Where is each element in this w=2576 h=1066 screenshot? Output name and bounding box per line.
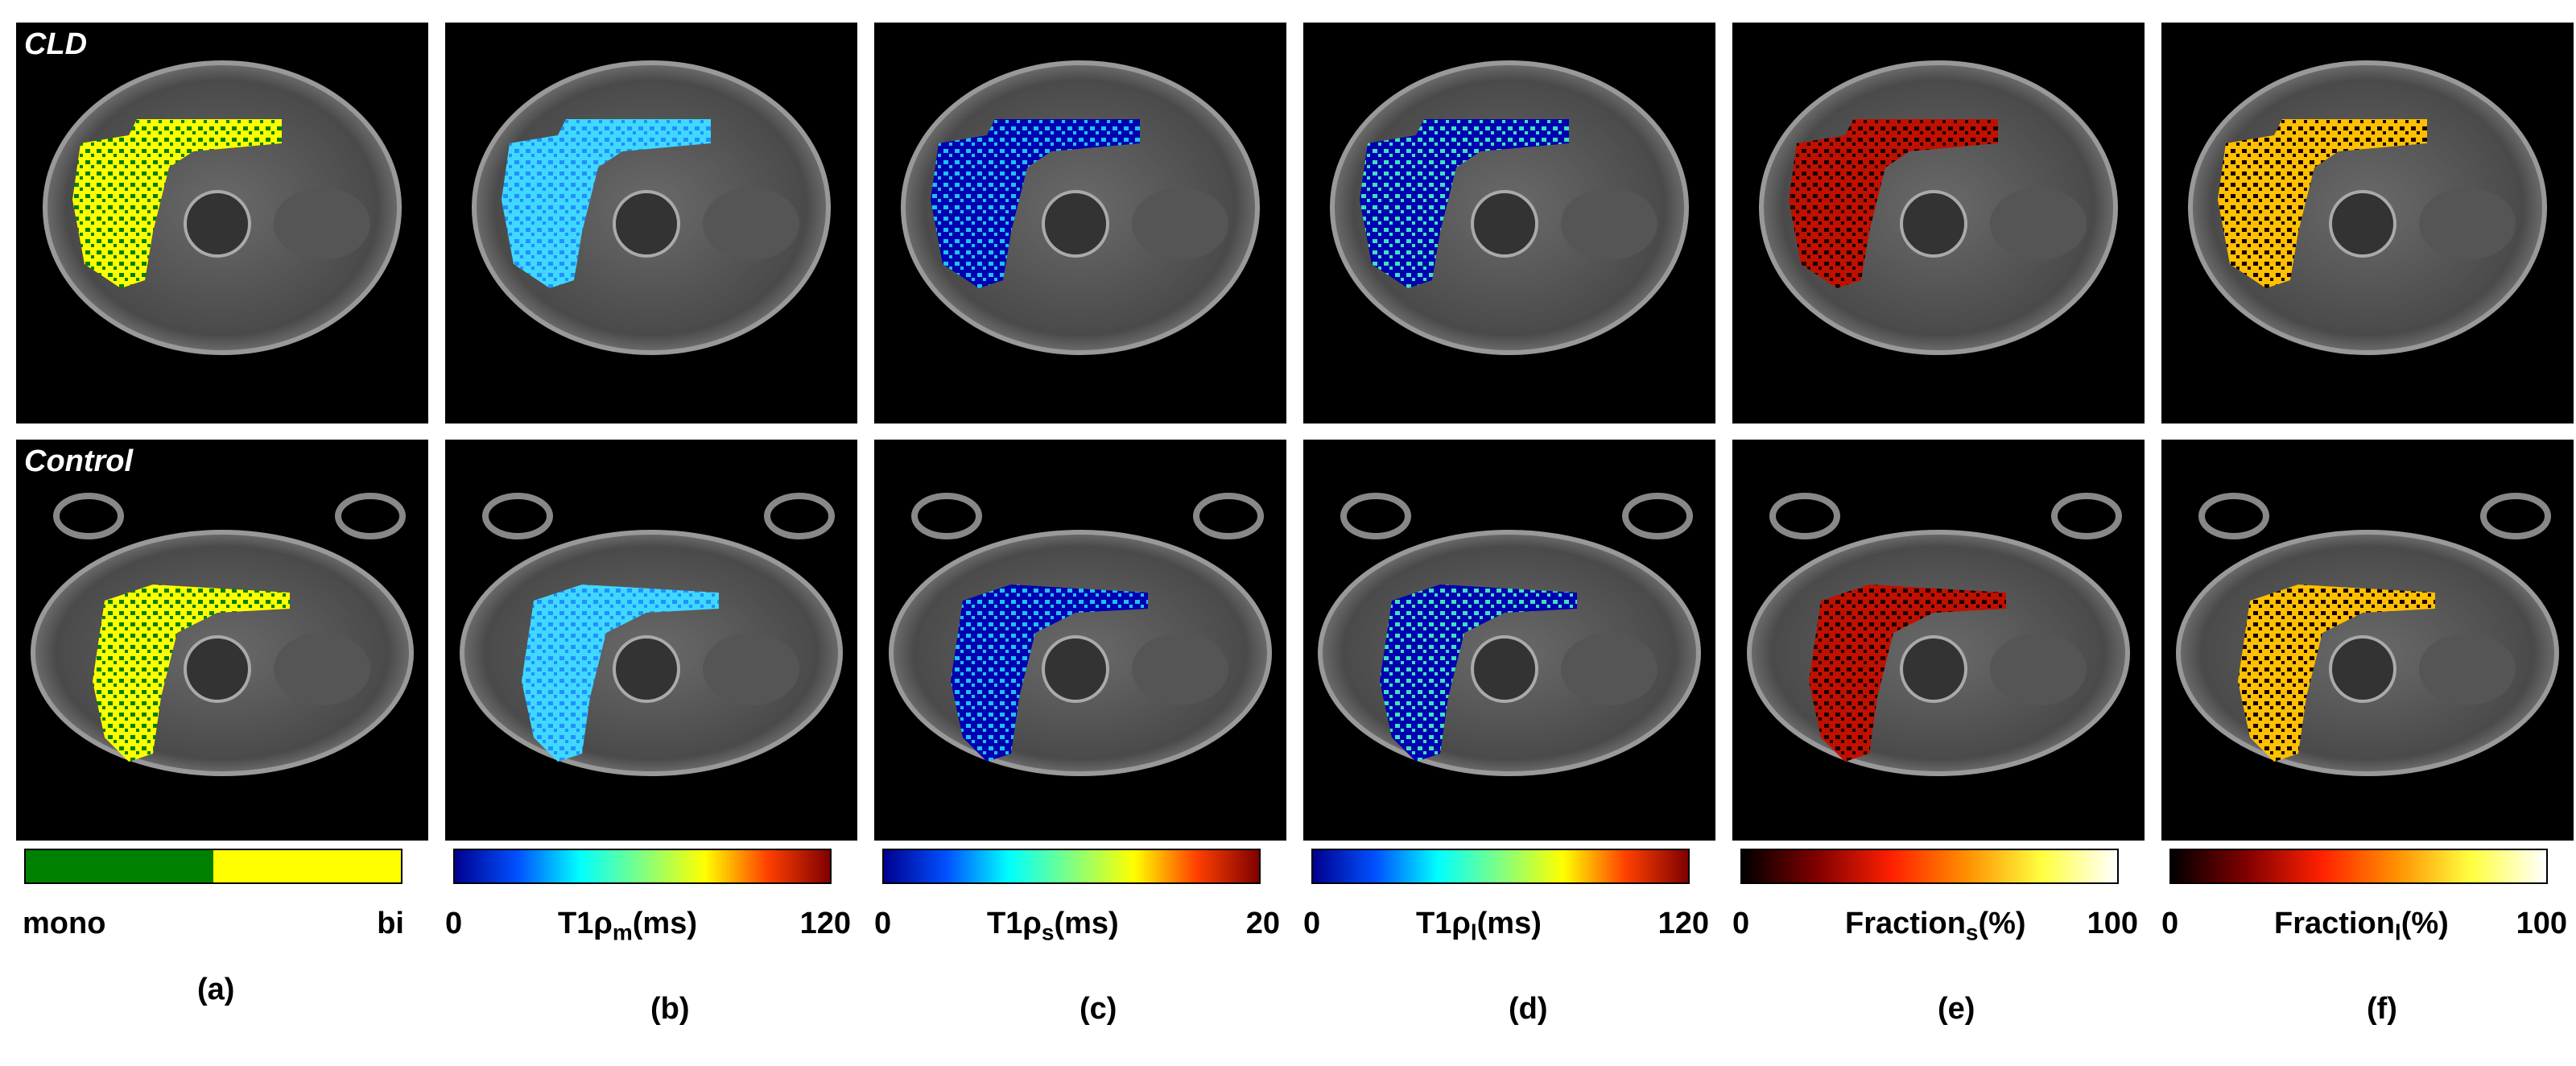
label-subscript: m [612, 919, 633, 945]
label-main: Fraction [2274, 907, 2395, 940]
colorbar-min-label: 0 [1732, 907, 1750, 940]
row-label: CLD [24, 27, 88, 61]
label-subscript: s [1041, 919, 1055, 945]
label-subscript: l [1470, 919, 1477, 945]
colorbar-b [453, 849, 832, 884]
subfigure-caption-f: (f) [2367, 992, 2397, 1026]
label-subscript: s [1965, 919, 1979, 945]
colorbar-axis-label: T1ρl(ms) [1416, 907, 1542, 946]
image-panel-d-control [1303, 440, 1715, 841]
colorbar-min-label: 0 [1303, 907, 1321, 940]
image-panel-b-control [445, 440, 857, 841]
image-panel-d-cld [1303, 23, 1715, 424]
label-unit: (%) [1978, 907, 2026, 940]
colorbar-axis-label: Fractions(%) [1845, 907, 2026, 946]
colorbar-max-label: 100 [2516, 907, 2567, 940]
image-panel-e-cld [1732, 23, 2145, 424]
image-panel-f-cld [2161, 23, 2574, 424]
image-panel-f-control [2161, 440, 2574, 841]
colorbar-max-label: 120 [1657, 907, 1709, 940]
image-panel-e-control [1732, 440, 2145, 841]
colorbar-a [24, 849, 402, 884]
colorbar-axis-label: T1ρm(ms) [558, 907, 697, 946]
colorbar-d [1311, 849, 1690, 884]
colorbar-max-label: bi [377, 907, 404, 940]
label-unit: (ms) [1054, 907, 1119, 940]
label-main: T1ρ [558, 907, 613, 940]
subfigure-caption-a: (a) [197, 973, 235, 1006]
label-unit: (ms) [632, 907, 697, 940]
colorbar-min-label: mono [23, 907, 106, 940]
colorbar-axis-label: T1ρs(ms) [987, 907, 1119, 946]
label-unit: (ms) [1476, 907, 1542, 940]
label-subscript: l [2394, 919, 2401, 945]
colorbar-min-label: 0 [2161, 907, 2179, 940]
image-panel-a-cld: CLD [16, 23, 428, 424]
colorbar-min-label: 0 [874, 907, 892, 940]
label-main: Fraction [1845, 907, 1966, 940]
row-label: Control [24, 444, 134, 478]
image-panel-c-control [874, 440, 1286, 841]
colorbar-max-label: 100 [2087, 907, 2138, 940]
colorbar-max-label: 20 [1245, 907, 1280, 940]
colorbar-f [2169, 849, 2548, 884]
image-panel-b-cld [445, 23, 857, 424]
label-main: T1ρ [987, 907, 1042, 940]
image-panel-c-cld [874, 23, 1286, 424]
colorbar-axis-label: Fractionl(%) [2274, 907, 2449, 946]
image-panel-a-control: Control [16, 440, 428, 841]
label-unit: (%) [2401, 907, 2449, 940]
label-main: T1ρ [1416, 907, 1471, 940]
colorbar-e [1740, 849, 2119, 884]
subfigure-caption-d: (d) [1509, 992, 1548, 1026]
subfigure-caption-e: (e) [1938, 992, 1975, 1026]
colorbar-max-label: 120 [799, 907, 851, 940]
colorbar-min-label: 0 [445, 907, 463, 940]
colorbar-c [882, 849, 1261, 884]
subfigure-caption-c: (c) [1080, 992, 1117, 1026]
subfigure-caption-b: (b) [650, 992, 690, 1026]
